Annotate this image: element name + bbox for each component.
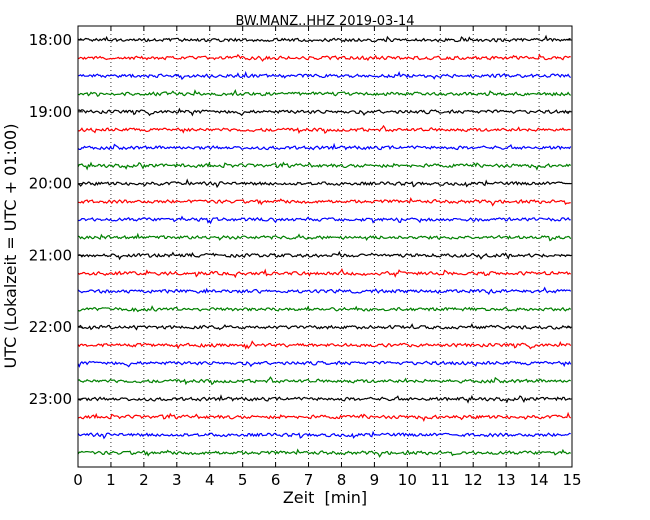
trace-line [77, 88, 572, 97]
chart-title: BW.MANZ..HHZ 2019-03-14 [235, 14, 414, 29]
x-tick-label: 3 [172, 471, 182, 489]
y-tick-label: 20:00 [29, 175, 72, 193]
trace-line [77, 448, 571, 458]
y-axis-ticks: 18:00 19:00 20:00 21:00 22:00 23:00 [29, 31, 572, 408]
x-axis-label: Zeit [min] [283, 488, 367, 507]
trace-line [77, 107, 571, 117]
trace-line [77, 215, 571, 225]
x-tick-label: 2 [139, 471, 149, 489]
y-axis-label: UTC (Lokalzeit = UTC + 01:00) [1, 124, 20, 369]
y-tick-label: 22:00 [29, 318, 72, 336]
trace-line [77, 70, 572, 81]
x-tick-label: 5 [238, 471, 248, 489]
x-tick-label: 9 [370, 471, 380, 489]
y-tick-label: 19:00 [29, 103, 72, 121]
grid-lines [110, 26, 540, 467]
trace-line [77, 430, 571, 440]
trace-line [77, 305, 572, 313]
trace-line [77, 340, 572, 350]
x-tick-label: 12 [464, 471, 483, 489]
trace-line [77, 250, 572, 261]
trace-line [77, 322, 572, 331]
x-tick-label: 1 [106, 471, 116, 489]
trace-line [77, 360, 572, 368]
x-tick-label: 6 [271, 471, 281, 489]
x-tick-label: 0 [73, 471, 83, 489]
x-tick-label: 4 [205, 471, 215, 489]
x-axis-ticks: 0 1 2 3 4 5 6 7 8 9 10 11 12 13 14 15 [73, 26, 582, 489]
trace-line [77, 286, 572, 296]
x-tick-label: 10 [398, 471, 417, 489]
trace-line [77, 197, 571, 207]
seismic-traces [77, 34, 572, 458]
trace-line [77, 394, 572, 404]
trace-line [77, 53, 571, 62]
y-tick-label: 23:00 [29, 390, 72, 408]
trace-line [77, 411, 572, 423]
x-tick-label: 11 [431, 471, 450, 489]
trace-line [77, 232, 572, 242]
y-tick-label: 21:00 [29, 246, 72, 264]
x-tick-label: 13 [497, 471, 516, 489]
trace-line [77, 34, 571, 43]
trace-line [77, 376, 571, 386]
trace-line [77, 268, 572, 279]
plot-frame [77, 25, 573, 468]
trace-line [77, 178, 571, 189]
x-tick-label: 8 [337, 471, 347, 489]
trace-line [77, 124, 571, 134]
x-tick-label: 7 [304, 471, 314, 489]
trace-line [77, 142, 572, 151]
x-tick-label: 15 [562, 471, 581, 489]
y-tick-label: 18:00 [29, 31, 72, 49]
x-tick-label: 14 [530, 471, 549, 489]
trace-line [77, 161, 572, 171]
